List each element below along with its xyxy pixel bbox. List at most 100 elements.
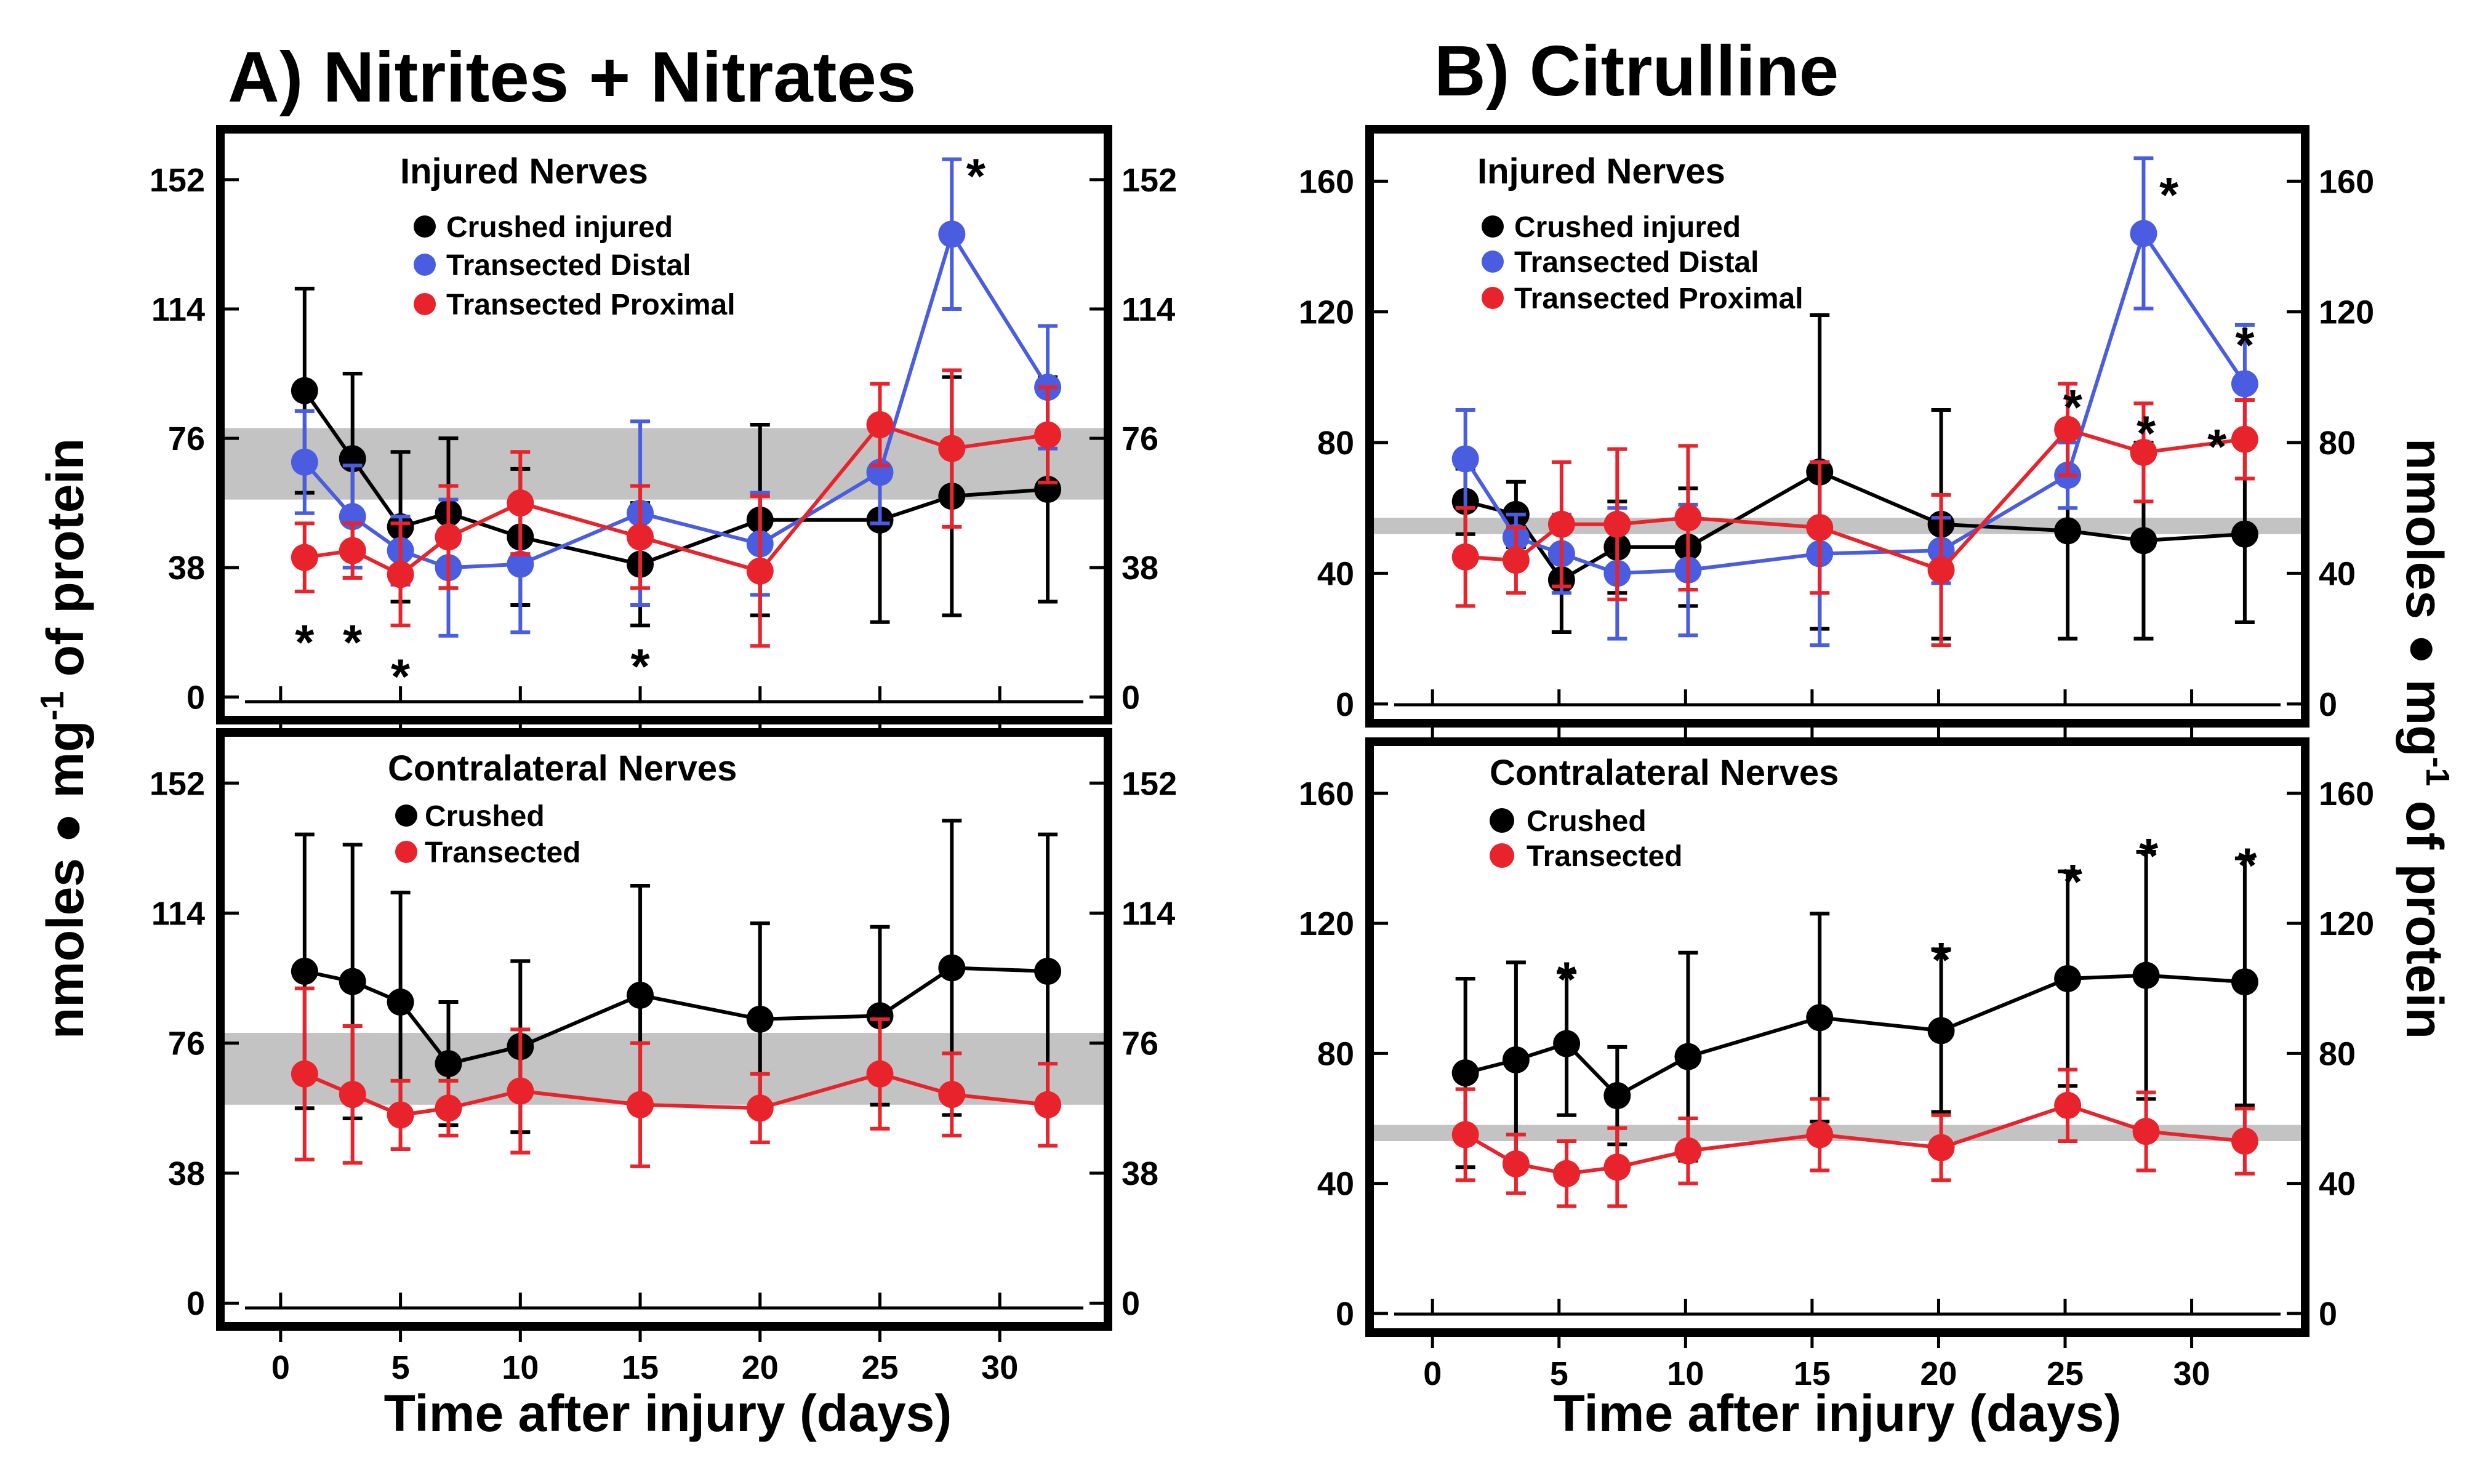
data-point-transected-distal (938, 220, 966, 248)
data-point-transected (291, 1060, 318, 1088)
x-tick-label: 25 (2047, 1355, 2084, 1392)
y-tick-label-left: 160 (1299, 776, 1354, 812)
data-point-transected (1553, 1160, 1581, 1187)
legend-label-crushed-injured: Crushed injured (1514, 211, 1741, 244)
x-tick-label: 5 (391, 1349, 410, 1386)
data-point-crushed (2054, 965, 2082, 992)
significance-star: * (2235, 318, 2255, 372)
data-point-crushed-injured (2231, 520, 2258, 548)
x-tick-label: 10 (502, 1349, 539, 1386)
data-point-transected (1927, 1134, 1955, 1161)
x-tick-label: 15 (622, 1349, 659, 1386)
y-tick-label-left: 120 (1299, 905, 1354, 942)
y-tick-label-left: 114 (151, 291, 205, 328)
data-point-transected (1603, 1153, 1631, 1181)
series-line-crushed-injured (303, 389, 1048, 566)
y-tick-label-right: 160 (2319, 163, 2374, 200)
data-point-transected (1674, 1137, 1702, 1165)
series-line-crushed (304, 966, 1048, 1066)
legend-marker-crushed (1490, 808, 1514, 833)
panel-frame (1365, 125, 2309, 728)
data-point-transected-distal (507, 550, 534, 578)
panel-frame (1365, 737, 2309, 1337)
data-point-transected-distal (2231, 370, 2258, 398)
y-tick-label-right: 120 (2319, 294, 2374, 331)
data-point-crushed (2132, 961, 2160, 989)
y-tick-label-right: 76 (1122, 1025, 1158, 1062)
y-tick-label-right: 80 (2319, 1035, 2356, 1072)
legend-label-transected-distal: Transected Distal (1514, 246, 1759, 279)
data-point-crushed (2231, 968, 2258, 996)
data-point-transected-proximal (1674, 504, 1702, 532)
data-point-crushed-injured (2130, 527, 2157, 555)
data-point-transected-proximal (1034, 421, 1062, 449)
y-tick-label-left: 120 (1299, 294, 1354, 331)
data-point-crushed (938, 954, 966, 982)
x-tick-label: 25 (861, 1349, 898, 1386)
significance-star: * (2207, 419, 2227, 474)
y-tick-label-right: 40 (2319, 1166, 2356, 1203)
data-point-transected-distal (2130, 220, 2157, 247)
series-line-transected-proximal (1465, 427, 2245, 572)
x-tick-label: 0 (1423, 1355, 1442, 1392)
y-tick-label-left: 76 (168, 1025, 205, 1062)
series-line-transected-proximal (304, 422, 1048, 577)
data-point-transected-proximal (1603, 510, 1631, 538)
y-tick-label-left: 114 (151, 896, 205, 933)
y-tick-label-left: 160 (1299, 163, 1354, 200)
x-tick-label: 20 (742, 1349, 779, 1386)
data-point-transected (2132, 1118, 2160, 1145)
significance-star: * (2063, 854, 2083, 909)
y-tick-label-left: 0 (1336, 1296, 1354, 1333)
series-line-crushed (1464, 973, 2245, 1098)
y-tick-label-right: 38 (1122, 550, 1158, 587)
legend-b-contralateral: Contralateral Nerves Crushed Transected (1490, 753, 1839, 873)
y-tick-label-left: 38 (168, 1155, 205, 1192)
significance-star: * (295, 615, 315, 670)
legend-label-crushed: Crushed (1527, 805, 1647, 838)
data-point-transected (435, 1094, 462, 1122)
y-tick-label-left: 152 (150, 765, 205, 802)
data-point-transected-proximal (435, 523, 462, 551)
legend-marker-transected (395, 841, 417, 863)
y-tick-label-right: 40 (2319, 555, 2356, 592)
data-point-transected-proximal (746, 557, 774, 585)
data-point-transected (746, 1094, 774, 1122)
y-tick-label-right: 152 (1122, 765, 1177, 802)
data-point-transected-distal (291, 448, 318, 476)
data-point-crushed (1603, 1082, 1631, 1110)
significance-star: * (343, 615, 363, 670)
legend-b-injured: Injured Nerves Crushed injured Transecte… (1477, 151, 1804, 315)
legend-title: Injured Nerves (1477, 151, 1725, 191)
legend-marker-transected-distal (414, 254, 436, 276)
significance-star: * (630, 639, 650, 694)
data-point-crushed (1927, 1017, 1955, 1045)
x-axis-label-a: Time after injury (days) (384, 1384, 952, 1442)
y-tick-label-left: 0 (187, 679, 205, 716)
data-point-crushed (746, 1005, 774, 1033)
legend-label-transected-distal: Transected Distal (446, 249, 691, 282)
data-point-transected-proximal (1502, 547, 1530, 574)
panel-b-contralateral: 0 0 40 40 80 80 120 120 160 160 0 5 10 15 20 25 30 * * * * * (1299, 737, 2374, 1392)
x-tick-label: 30 (981, 1349, 1018, 1386)
data-point-transected (2054, 1091, 2082, 1119)
data-point-crushed (1451, 1059, 1479, 1087)
y-tick-label-right: 114 (1122, 896, 1175, 933)
significance-star: * (2063, 380, 2083, 435)
significance-star: * (2237, 838, 2257, 893)
data-point-transected-proximal (507, 489, 534, 517)
data-point-transected (387, 1101, 414, 1129)
y-tick-label-left: 80 (1317, 425, 1354, 462)
x-tick-label: 30 (2173, 1355, 2210, 1392)
data-point-transected-proximal (2130, 438, 2157, 466)
data-point-transected-proximal (2054, 415, 2082, 443)
y-axis-label-right: nmoles ● mg-1 of protein (2396, 438, 2456, 1039)
legend-marker-crushed (395, 804, 417, 827)
data-point-transected (2231, 1127, 2258, 1155)
x-tick-label: 15 (1794, 1355, 1831, 1392)
y-tick-label-right: 114 (1122, 291, 1175, 328)
legend-label-transected: Transected (425, 836, 580, 869)
data-point-crushed (1502, 1046, 1530, 1073)
significance-star: * (2139, 828, 2159, 883)
